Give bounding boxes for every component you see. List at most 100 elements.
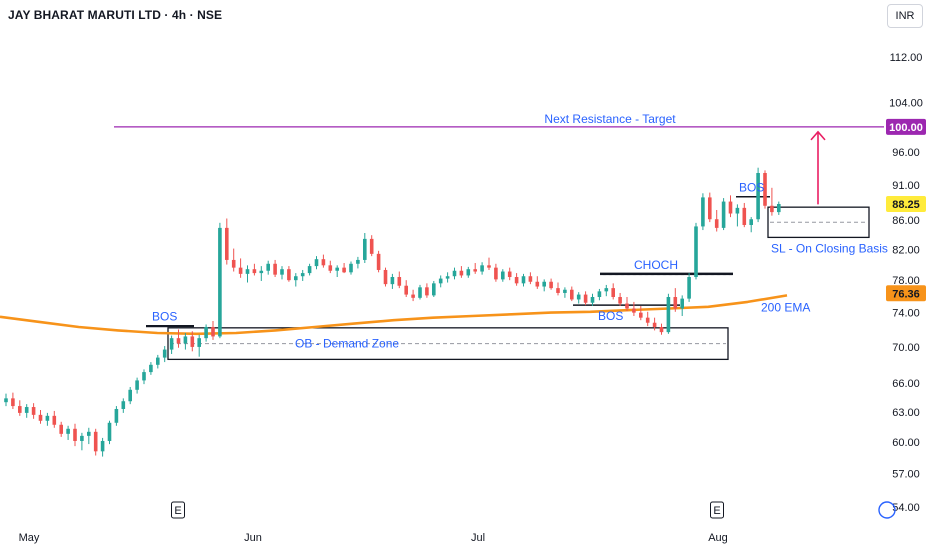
candle[interactable] [356,256,360,269]
candle[interactable] [18,400,22,416]
candle[interactable] [756,167,760,223]
candle[interactable] [701,193,705,231]
candle[interactable] [411,289,415,302]
candle[interactable] [466,266,471,278]
candle[interactable] [273,259,277,278]
candle[interactable] [142,369,146,385]
candle[interactable] [535,276,540,289]
candle[interactable] [763,170,767,209]
candle[interactable] [556,282,560,296]
candle[interactable] [770,187,774,216]
candle[interactable] [680,295,684,316]
candle[interactable] [521,273,526,287]
candle[interactable] [673,288,678,312]
candle[interactable] [11,392,15,409]
candle[interactable] [252,263,257,276]
candle[interactable] [52,410,57,428]
candle[interactable] [73,423,77,447]
candle[interactable] [238,258,243,278]
price-badge-last[interactable]: 88.25 [886,196,926,213]
candle[interactable] [459,266,464,278]
candle[interactable] [728,195,733,218]
candle[interactable] [432,280,436,298]
candle[interactable] [563,287,567,298]
candle[interactable] [438,275,443,288]
stop-loss-label[interactable]: SL - On Closing Basis [771,241,888,255]
candle[interactable] [4,393,8,407]
candle[interactable] [114,406,119,426]
ema-200-label[interactable]: 200 EMA [761,301,810,315]
candle[interactable] [369,235,374,257]
candle[interactable] [487,257,491,270]
candle[interactable] [190,331,195,352]
candle[interactable] [708,192,712,223]
candle[interactable] [342,263,346,274]
candle[interactable] [473,263,477,274]
candle[interactable] [404,280,408,298]
candle[interactable] [31,403,36,419]
timezone-icon[interactable] [878,501,896,519]
candle[interactable] [604,284,609,297]
candle[interactable] [321,254,326,268]
candle[interactable] [397,271,402,289]
candle[interactable] [107,420,112,445]
candle[interactable] [197,334,201,357]
candle[interactable] [363,232,367,264]
candle[interactable] [287,266,291,282]
candle[interactable] [87,427,91,445]
candle[interactable] [452,267,457,280]
bos-label-middle[interactable]: BOS [598,309,623,323]
resistance-label[interactable]: Next Resistance - Target [544,112,676,126]
candle[interactable] [135,377,139,394]
ema-200-line[interactable] [0,294,788,336]
candle[interactable] [93,428,98,456]
candle[interactable] [576,292,581,304]
candle[interactable] [549,278,553,290]
candle[interactable] [128,386,132,405]
candle[interactable] [687,273,691,302]
candle[interactable] [328,260,333,274]
candle[interactable] [777,201,781,215]
candle[interactable] [176,329,181,348]
candle[interactable] [694,222,698,280]
candle[interactable] [121,398,126,413]
candle[interactable] [24,404,29,418]
candle[interactable] [156,354,160,369]
candle[interactable] [349,261,353,275]
demand-zone-label[interactable]: OB - Demand Zone [295,337,399,351]
earnings-event-marker[interactable]: E [171,501,185,519]
candle[interactable] [266,260,270,275]
candle[interactable] [542,279,546,292]
candle[interactable] [742,202,747,228]
candle[interactable] [376,250,381,273]
candle[interactable] [245,265,250,283]
candle[interactable] [335,265,339,278]
candle[interactable] [480,262,484,275]
candle[interactable] [59,421,63,437]
candle[interactable] [307,263,312,276]
candle[interactable] [66,425,70,440]
candle[interactable] [218,222,222,339]
candle[interactable] [570,286,574,302]
candle[interactable] [597,288,602,301]
candle[interactable] [162,346,167,363]
candle[interactable] [183,332,188,350]
candle[interactable] [445,272,450,283]
candle[interactable] [611,283,615,300]
candle[interactable] [494,263,498,282]
candle[interactable] [383,267,388,287]
candle[interactable] [666,293,671,334]
candle[interactable] [294,273,298,287]
candle[interactable] [514,273,519,286]
bos-label-right[interactable]: BOS [739,181,764,195]
candle[interactable] [625,297,629,311]
demand-zone-box[interactable] [167,327,729,361]
candle[interactable] [501,269,505,282]
candle[interactable] [100,437,105,457]
candle[interactable] [38,409,43,424]
candle[interactable] [528,272,533,285]
candle[interactable] [749,217,753,233]
candle[interactable] [80,432,84,451]
candle[interactable] [639,306,643,321]
stop-loss-box[interactable] [767,206,870,239]
